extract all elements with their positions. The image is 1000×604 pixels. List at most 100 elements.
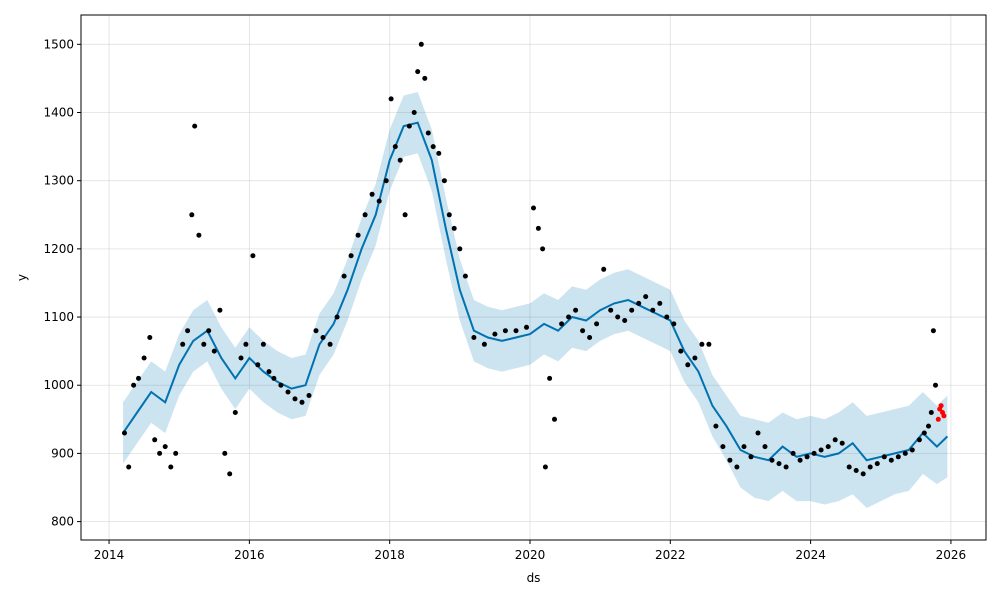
observed-point	[839, 440, 845, 446]
observed-point	[320, 335, 326, 340]
observed-point	[846, 464, 852, 470]
observed-point	[535, 225, 541, 231]
observed-point	[168, 464, 174, 470]
observed-point	[895, 454, 901, 460]
observed-point	[643, 294, 649, 300]
observed-point	[909, 447, 915, 453]
observed-point	[260, 341, 266, 347]
y-tick-label: 1000	[43, 378, 74, 392]
observed-point	[451, 225, 457, 231]
x-tick-label: 2024	[795, 548, 826, 562]
observed-point	[860, 471, 866, 477]
observed-point	[615, 314, 621, 320]
observed-point	[147, 335, 153, 340]
observed-point	[206, 328, 212, 334]
observed-point	[552, 416, 557, 422]
x-tick-label: 2020	[515, 548, 546, 562]
observed-point	[513, 328, 519, 334]
observed-point	[881, 454, 887, 460]
y-tick-label: 1500	[43, 37, 74, 51]
observed-point	[481, 341, 487, 347]
observed-point	[383, 178, 389, 184]
y-tick-label: 1400	[43, 106, 74, 120]
observed-point	[355, 232, 361, 238]
observed-point	[285, 389, 291, 395]
observed-point	[334, 314, 340, 320]
observed-point	[559, 321, 565, 327]
observed-point	[832, 437, 838, 443]
recent-observed-point	[941, 413, 947, 419]
observed-point	[388, 96, 394, 102]
grid	[81, 15, 986, 540]
observed-point	[227, 471, 233, 477]
observed-point	[804, 454, 810, 460]
observed-point	[189, 212, 195, 218]
observed-point	[818, 447, 824, 453]
observed-point	[418, 41, 424, 47]
observed-points	[122, 41, 947, 477]
observed-point	[180, 341, 186, 347]
observed-point	[232, 410, 238, 415]
x-tick-label: 2026	[936, 548, 967, 562]
observed-point	[217, 307, 223, 313]
observed-point	[126, 464, 132, 470]
observed-point	[462, 273, 468, 279]
observed-point	[902, 450, 908, 456]
observed-point	[457, 246, 463, 252]
observed-point	[867, 464, 873, 470]
observed-point	[201, 341, 207, 347]
x-tick-label: 2014	[94, 548, 125, 562]
observed-point	[601, 266, 607, 272]
observed-point	[587, 335, 593, 340]
observed-point	[415, 69, 421, 75]
observed-point	[327, 341, 333, 347]
observed-point	[406, 123, 412, 129]
observed-point	[136, 375, 141, 381]
observed-point	[930, 328, 936, 334]
observed-point	[446, 212, 452, 218]
y-tick-label: 1300	[43, 174, 74, 188]
observed-point	[271, 375, 277, 381]
observed-point	[152, 437, 158, 443]
observed-point	[531, 205, 536, 211]
observed-point	[502, 328, 508, 334]
observed-point	[185, 328, 191, 334]
observed-point	[369, 191, 375, 197]
observed-point	[524, 324, 529, 330]
observed-point	[362, 212, 368, 218]
observed-point	[211, 348, 217, 354]
observed-point	[492, 331, 498, 337]
observed-point	[471, 335, 477, 340]
observed-point	[797, 457, 803, 463]
observed-point	[422, 75, 428, 81]
x-tick-label: 2018	[374, 548, 405, 562]
observed-point	[608, 307, 614, 313]
observed-point	[720, 444, 726, 450]
observed-point	[542, 464, 548, 470]
observed-point	[790, 450, 796, 456]
observed-point	[769, 457, 775, 463]
x-tick-label: 2016	[234, 548, 265, 562]
x-tick-label: 2022	[655, 548, 686, 562]
observed-point	[348, 253, 354, 259]
observed-point	[580, 328, 586, 334]
observed-point	[762, 444, 768, 450]
observed-point	[397, 157, 403, 163]
observed-point	[636, 300, 642, 306]
observed-point	[692, 355, 698, 361]
observed-point	[594, 321, 600, 327]
observed-point	[685, 362, 691, 368]
plot-frame	[80, 14, 987, 541]
observed-point	[192, 123, 198, 129]
observed-point	[678, 348, 684, 354]
observed-point	[313, 328, 319, 334]
observed-point	[131, 382, 137, 388]
observed-point	[376, 198, 382, 204]
observed-point	[436, 150, 442, 156]
observed-point	[657, 300, 663, 306]
observed-point	[853, 468, 859, 473]
forecast-line-path	[122, 121, 949, 462]
x-axis: 2014 2016 2018 2020 2022 2024 2026	[94, 540, 966, 562]
observed-point	[573, 307, 579, 313]
